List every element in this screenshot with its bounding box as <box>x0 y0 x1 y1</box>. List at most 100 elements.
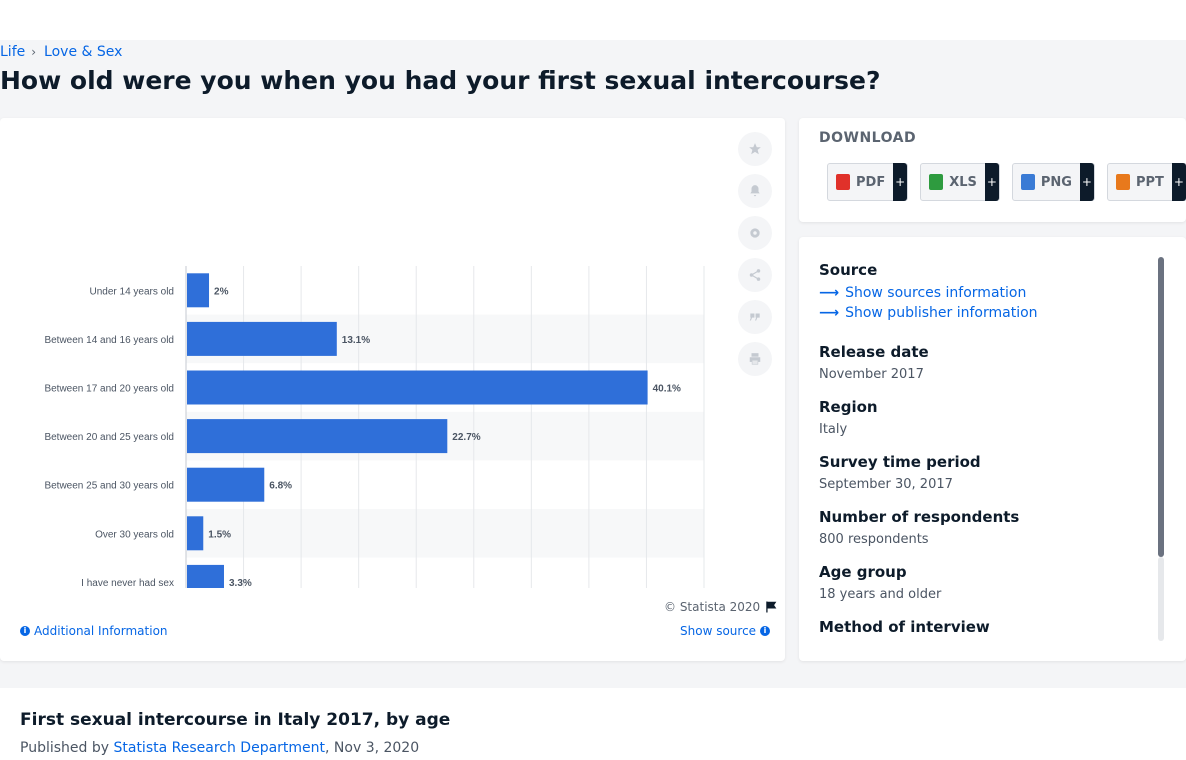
download-png-button[interactable]: PNG + <box>1012 163 1095 201</box>
settings-button[interactable] <box>738 216 772 250</box>
gear-icon <box>748 226 762 240</box>
field-value: November 2017 <box>819 367 929 382</box>
bar <box>187 371 648 405</box>
arrow-right-icon: ⟶ <box>819 285 839 301</box>
download-png-label: PNG <box>1041 175 1072 190</box>
chart-card: 0%5%10%15%20%25%30%35%40%45%2%Under 14 y… <box>0 118 785 661</box>
download-title: DOWNLOAD <box>819 130 916 146</box>
quote-icon <box>748 310 762 324</box>
download-xls-label: XLS <box>949 175 977 190</box>
show-sources-link[interactable]: ⟶ Show sources information <box>819 285 1038 301</box>
download-pdf-button[interactable]: PDF + <box>827 163 908 201</box>
field-label: Survey time period <box>819 453 981 471</box>
info-icon: i <box>20 626 30 636</box>
data-label: 3.3% <box>229 578 252 588</box>
published-by-prefix: Published by <box>20 740 109 756</box>
download-ppt-button[interactable]: PPT + <box>1107 163 1186 201</box>
data-label: 1.5% <box>208 529 231 540</box>
arrow-right-icon: ⟶ <box>819 305 839 321</box>
data-label: 6.8% <box>269 481 292 492</box>
bar <box>187 419 447 453</box>
cite-button[interactable] <box>738 300 772 334</box>
favorite-button[interactable] <box>738 132 772 166</box>
pdf-file-icon <box>836 174 850 190</box>
chevron-right-icon: › <box>31 45 36 59</box>
bar <box>187 565 224 588</box>
show-source-label: Show source <box>680 624 756 638</box>
category-label: I have never had sex <box>81 578 174 588</box>
scrollbar-track[interactable] <box>1158 557 1164 641</box>
row-band <box>186 509 704 558</box>
show-source-link[interactable]: Show source i <box>680 624 770 638</box>
bar <box>187 322 337 356</box>
field-value: September 30, 2017 <box>819 477 981 492</box>
additional-info-link[interactable]: i Additional Information <box>20 624 168 638</box>
plus-icon: + <box>1172 163 1186 201</box>
data-label: 40.1% <box>653 384 681 395</box>
bar <box>187 468 264 502</box>
publication-date: , Nov 3, 2020 <box>325 740 419 756</box>
field-label: Number of respondents <box>819 508 1019 526</box>
share-button[interactable] <box>738 258 772 292</box>
field-label: Region <box>819 398 878 416</box>
flag-icon[interactable] <box>766 601 777 613</box>
release-date-field: Release date November 2017 <box>819 343 929 382</box>
field-label: Age group <box>819 563 941 581</box>
breadcrumb-life[interactable]: Life <box>0 44 25 60</box>
region-field: Region Italy <box>819 398 878 437</box>
share-icon <box>748 268 762 282</box>
published-by: Published by Statista Research Departmen… <box>20 740 419 756</box>
breadcrumb: Life › Love & Sex <box>0 44 122 60</box>
source-card: Source ⟶ Show sources information ⟶ Show… <box>799 237 1186 661</box>
scrollbar-thumb[interactable] <box>1158 257 1164 557</box>
category-label: Between 25 and 30 years old <box>44 481 174 492</box>
download-card: DOWNLOAD PDF + XLS + PNG + PPT + <box>799 118 1186 222</box>
category-label: Between 20 and 25 years old <box>44 432 174 443</box>
xls-file-icon <box>929 174 943 190</box>
info-icon: i <box>760 626 770 636</box>
category-label: Under 14 years old <box>90 286 175 297</box>
plus-icon: + <box>1080 163 1094 201</box>
field-value: 800 respondents <box>819 532 1019 547</box>
breadcrumb-love-sex[interactable]: Love & Sex <box>44 44 122 60</box>
show-publisher-link[interactable]: ⟶ Show publisher information <box>819 305 1038 321</box>
ppt-file-icon <box>1116 174 1130 190</box>
field-value: 18 years and older <box>819 587 941 602</box>
print-button[interactable] <box>738 342 772 376</box>
png-file-icon <box>1021 174 1035 190</box>
download-ppt-label: PPT <box>1136 175 1164 190</box>
show-publisher-label: Show publisher information <box>845 305 1037 321</box>
star-icon <box>748 142 762 156</box>
bell-icon <box>748 184 762 198</box>
copyright: © Statista 2020 <box>664 600 777 614</box>
data-label: 2% <box>214 286 229 297</box>
additional-info-label: Additional Information <box>34 624 168 638</box>
bar <box>187 516 203 550</box>
data-label: 22.7% <box>452 432 480 443</box>
plus-icon: + <box>985 163 999 201</box>
printer-icon <box>748 352 762 366</box>
download-xls-button[interactable]: XLS + <box>920 163 1000 201</box>
download-buttons: PDF + XLS + PNG + PPT + <box>827 163 1186 201</box>
alert-button[interactable] <box>738 174 772 208</box>
show-sources-label: Show sources information <box>845 285 1026 301</box>
bar <box>187 273 209 307</box>
field-label: Method of interview <box>819 618 990 636</box>
source-label: Source <box>819 261 1038 279</box>
publication-title: First sexual intercourse in Italy 2017, … <box>20 710 450 730</box>
publication-card: First sexual intercourse in Italy 2017, … <box>0 688 1186 760</box>
source-section: Source ⟶ Show sources information ⟶ Show… <box>819 261 1038 321</box>
respondents-field: Number of respondents 800 respondents <box>819 508 1019 547</box>
interview-method-field: Method of interview <box>819 618 990 636</box>
top-bar <box>0 0 1186 40</box>
chart-tools <box>738 132 772 384</box>
category-label: Between 17 and 20 years old <box>44 384 174 395</box>
copyright-text: © Statista 2020 <box>664 600 760 614</box>
category-label: Between 14 and 16 years old <box>44 335 174 346</box>
field-label: Release date <box>819 343 929 361</box>
age-group-field: Age group 18 years and older <box>819 563 941 602</box>
plus-icon: + <box>893 163 907 201</box>
publisher-link[interactable]: Statista Research Department <box>113 740 325 756</box>
survey-period-field: Survey time period September 30, 2017 <box>819 453 981 492</box>
bar-chart: 0%5%10%15%20%25%30%35%40%45%2%Under 14 y… <box>0 118 730 588</box>
